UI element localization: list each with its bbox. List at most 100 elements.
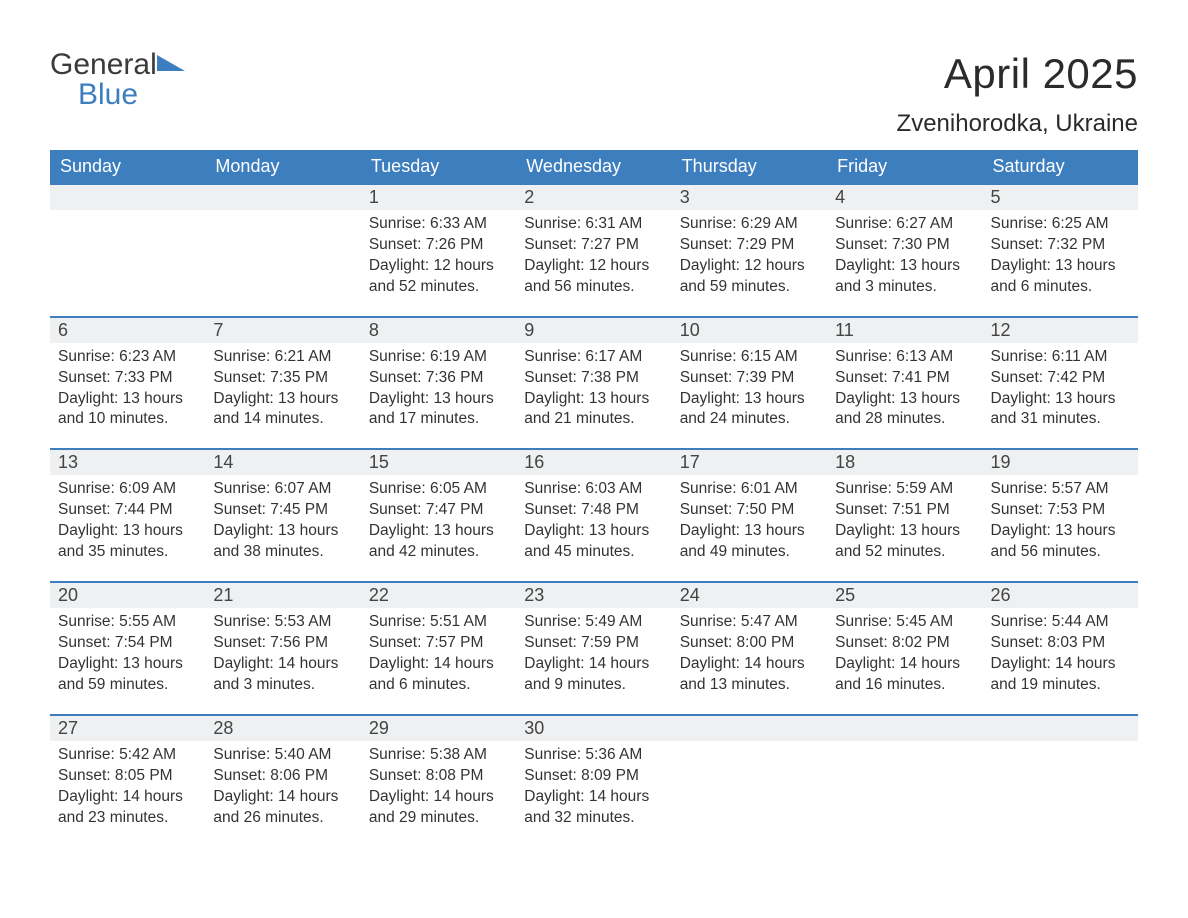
day-number-cell: 11: [827, 317, 982, 343]
day-header-row: SundayMondayTuesdayWednesdayThursdayFrid…: [50, 150, 1138, 184]
day-content-cell: Sunrise: 6:33 AMSunset: 7:26 PMDaylight:…: [361, 210, 516, 317]
day-content-cell: Sunrise: 6:23 AMSunset: 7:33 PMDaylight:…: [50, 343, 205, 450]
sunset-line: Sunset: 7:54 PM: [58, 633, 197, 654]
day-header: Monday: [205, 150, 360, 184]
daylight-line: Daylight: 14 hours and 23 minutes.: [58, 787, 197, 829]
daylight-line: Daylight: 13 hours and 17 minutes.: [369, 389, 508, 431]
day-content-cell: Sunrise: 6:25 AMSunset: 7:32 PMDaylight:…: [983, 210, 1138, 317]
day-number-cell: [205, 184, 360, 210]
sunrise-line: Sunrise: 5:44 AM: [991, 612, 1130, 633]
day-content-cell: Sunrise: 6:29 AMSunset: 7:29 PMDaylight:…: [672, 210, 827, 317]
sunset-line: Sunset: 7:47 PM: [369, 500, 508, 521]
sunset-line: Sunset: 7:32 PM: [991, 235, 1130, 256]
day-content-cell: Sunrise: 6:03 AMSunset: 7:48 PMDaylight:…: [516, 475, 671, 582]
day-content-cell: Sunrise: 5:49 AMSunset: 7:59 PMDaylight:…: [516, 608, 671, 715]
daylight-line: Daylight: 13 hours and 21 minutes.: [524, 389, 663, 431]
sunrise-line: Sunrise: 6:19 AM: [369, 347, 508, 368]
day-content-cell: Sunrise: 5:42 AMSunset: 8:05 PMDaylight:…: [50, 741, 205, 837]
header-row: General Blue April 2025 Zvenihorodka, Uk…: [50, 50, 1138, 138]
day-content-cell: Sunrise: 6:11 AMSunset: 7:42 PMDaylight:…: [983, 343, 1138, 450]
day-content-cell: Sunrise: 5:38 AMSunset: 8:08 PMDaylight:…: [361, 741, 516, 837]
day-header: Thursday: [672, 150, 827, 184]
daylight-line: Daylight: 12 hours and 56 minutes.: [524, 256, 663, 298]
daylight-line: Daylight: 12 hours and 52 minutes.: [369, 256, 508, 298]
day-number-cell: 26: [983, 582, 1138, 608]
day-number-cell: 9: [516, 317, 671, 343]
day-content-cell: Sunrise: 5:55 AMSunset: 7:54 PMDaylight:…: [50, 608, 205, 715]
day-number-cell: 22: [361, 582, 516, 608]
day-number-cell: 15: [361, 449, 516, 475]
sunrise-line: Sunrise: 5:55 AM: [58, 612, 197, 633]
daylight-line: Daylight: 13 hours and 3 minutes.: [835, 256, 974, 298]
sunset-line: Sunset: 7:29 PM: [680, 235, 819, 256]
sunrise-line: Sunrise: 6:29 AM: [680, 214, 819, 235]
day-content-cell: Sunrise: 6:01 AMSunset: 7:50 PMDaylight:…: [672, 475, 827, 582]
day-content-cell: Sunrise: 5:53 AMSunset: 7:56 PMDaylight:…: [205, 608, 360, 715]
sunrise-line: Sunrise: 5:49 AM: [524, 612, 663, 633]
daylight-line: Daylight: 13 hours and 45 minutes.: [524, 521, 663, 563]
day-number-cell: 5: [983, 184, 1138, 210]
daylight-line: Daylight: 13 hours and 28 minutes.: [835, 389, 974, 431]
day-content-cell: Sunrise: 5:47 AMSunset: 8:00 PMDaylight:…: [672, 608, 827, 715]
day-content-cell: Sunrise: 6:15 AMSunset: 7:39 PMDaylight:…: [672, 343, 827, 450]
day-content-cell: Sunrise: 5:51 AMSunset: 7:57 PMDaylight:…: [361, 608, 516, 715]
flag-icon: [157, 55, 185, 85]
daylight-line: Daylight: 13 hours and 42 minutes.: [369, 521, 508, 563]
sunrise-line: Sunrise: 6:31 AM: [524, 214, 663, 235]
calendar-table: SundayMondayTuesdayWednesdayThursdayFrid…: [50, 150, 1138, 836]
day-number-cell: 2: [516, 184, 671, 210]
day-number-cell: 27: [50, 715, 205, 741]
sunset-line: Sunset: 7:44 PM: [58, 500, 197, 521]
location-label: Zvenihorodka, Ukraine: [897, 110, 1138, 138]
daylight-line: Daylight: 13 hours and 59 minutes.: [58, 654, 197, 696]
daylight-line: Daylight: 13 hours and 24 minutes.: [680, 389, 819, 431]
sunset-line: Sunset: 7:26 PM: [369, 235, 508, 256]
day-header: Saturday: [983, 150, 1138, 184]
sunset-line: Sunset: 7:41 PM: [835, 368, 974, 389]
day-number-row: 20212223242526: [50, 582, 1138, 608]
sunrise-line: Sunrise: 6:05 AM: [369, 479, 508, 500]
day-number-cell: 10: [672, 317, 827, 343]
sunrise-line: Sunrise: 5:36 AM: [524, 745, 663, 766]
day-content-cell: Sunrise: 6:27 AMSunset: 7:30 PMDaylight:…: [827, 210, 982, 317]
day-content-cell: Sunrise: 6:05 AMSunset: 7:47 PMDaylight:…: [361, 475, 516, 582]
daylight-line: Daylight: 14 hours and 26 minutes.: [213, 787, 352, 829]
sunrise-line: Sunrise: 5:59 AM: [835, 479, 974, 500]
day-content-cell: Sunrise: 6:13 AMSunset: 7:41 PMDaylight:…: [827, 343, 982, 450]
day-content-cell: Sunrise: 6:21 AMSunset: 7:35 PMDaylight:…: [205, 343, 360, 450]
sunrise-line: Sunrise: 6:09 AM: [58, 479, 197, 500]
daylight-line: Daylight: 14 hours and 16 minutes.: [835, 654, 974, 696]
sunrise-line: Sunrise: 5:51 AM: [369, 612, 508, 633]
day-number-cell: 7: [205, 317, 360, 343]
sunrise-line: Sunrise: 6:01 AM: [680, 479, 819, 500]
sunset-line: Sunset: 8:09 PM: [524, 766, 663, 787]
day-number-cell: 13: [50, 449, 205, 475]
day-number-cell: 28: [205, 715, 360, 741]
day-content-cell: Sunrise: 6:19 AMSunset: 7:36 PMDaylight:…: [361, 343, 516, 450]
sunrise-line: Sunrise: 6:25 AM: [991, 214, 1130, 235]
sunset-line: Sunset: 7:51 PM: [835, 500, 974, 521]
sunset-line: Sunset: 8:05 PM: [58, 766, 197, 787]
sunset-line: Sunset: 7:38 PM: [524, 368, 663, 389]
daylight-line: Daylight: 12 hours and 59 minutes.: [680, 256, 819, 298]
sunrise-line: Sunrise: 6:33 AM: [369, 214, 508, 235]
day-content-cell: [827, 741, 982, 837]
sunset-line: Sunset: 7:42 PM: [991, 368, 1130, 389]
day-number-row: 12345: [50, 184, 1138, 210]
daylight-line: Daylight: 13 hours and 31 minutes.: [991, 389, 1130, 431]
day-number-cell: 17: [672, 449, 827, 475]
day-content-cell: Sunrise: 6:09 AMSunset: 7:44 PMDaylight:…: [50, 475, 205, 582]
brand-line2: Blue: [78, 80, 157, 110]
day-content-cell: Sunrise: 5:36 AMSunset: 8:09 PMDaylight:…: [516, 741, 671, 837]
day-number-row: 6789101112: [50, 317, 1138, 343]
day-content-cell: Sunrise: 5:45 AMSunset: 8:02 PMDaylight:…: [827, 608, 982, 715]
day-content-cell: Sunrise: 5:59 AMSunset: 7:51 PMDaylight:…: [827, 475, 982, 582]
day-number-row: 13141516171819: [50, 449, 1138, 475]
daylight-line: Daylight: 14 hours and 29 minutes.: [369, 787, 508, 829]
day-number-cell: 14: [205, 449, 360, 475]
sunset-line: Sunset: 7:57 PM: [369, 633, 508, 654]
sunrise-line: Sunrise: 6:21 AM: [213, 347, 352, 368]
sunrise-line: Sunrise: 6:07 AM: [213, 479, 352, 500]
day-header: Friday: [827, 150, 982, 184]
day-header: Tuesday: [361, 150, 516, 184]
